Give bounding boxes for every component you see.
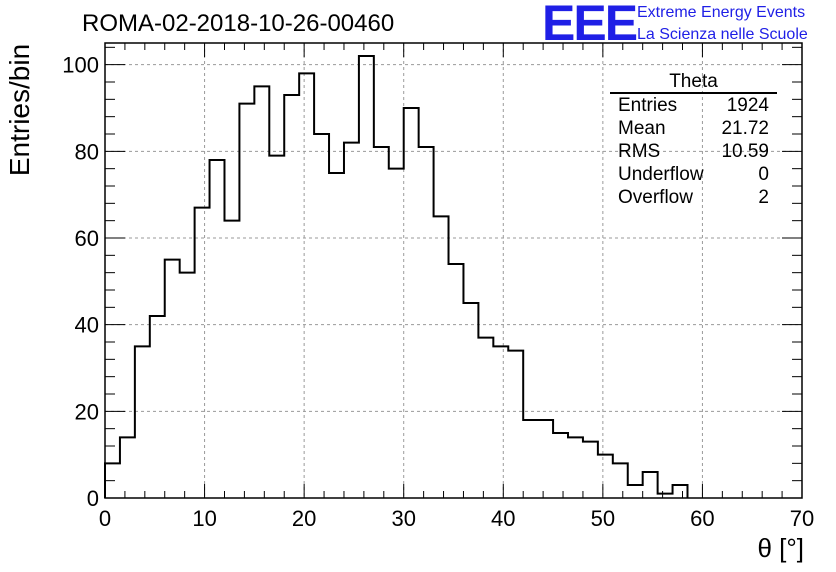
histogram-bin [553,433,568,498]
stats-label: Underflow [618,164,704,185]
histogram-bin [643,472,658,498]
stats-row-underflow: Underflow 0 [610,163,777,186]
stats-row-rms: RMS 10.59 [610,140,777,163]
x-tick-label: 0 [99,506,111,531]
eee-logo: EEE [542,0,638,51]
stats-label: Overflow [618,187,693,208]
histogram-bin [389,169,404,498]
histogram-bin [195,208,210,498]
stats-row-overflow: Overflow 2 [610,186,777,209]
stats-title: Theta [610,72,777,94]
histogram-bin [135,346,150,498]
histogram-bin [538,420,553,498]
histogram-bin [344,143,359,498]
histogram-bin [508,351,523,498]
histogram-bin [404,108,419,498]
histogram-bin [120,437,135,498]
logo-caption-line2: La Scienza nelle Scuole [637,26,808,43]
histogram-bin [449,264,464,498]
histogram-bin [478,338,493,498]
histogram-bin [463,303,478,498]
histogram-bin [180,273,195,498]
stats-row-entries: Entries 1924 [610,94,777,117]
histogram-bin [284,95,299,498]
histogram-bin [210,160,225,498]
y-tick-label: 80 [75,139,99,164]
y-tick-label: 0 [87,486,99,511]
logo-caption-line1: Extreme Energy Events [637,4,806,21]
stats-label: Mean [618,118,666,139]
stats-value: 2 [758,187,769,208]
chart-title: ROMA-02-2018-10-26-00460 [82,10,395,37]
x-tick-label: 30 [391,506,415,531]
stats-value: 10.59 [721,141,769,162]
x-axis-label: θ [°] [757,533,804,563]
histogram-bin [165,260,180,498]
histogram-bin [254,86,269,498]
y-tick-label: 20 [75,399,99,424]
x-tick-label: 40 [491,506,515,531]
histogram-bin [150,316,165,498]
y-tick-label: 40 [75,313,99,338]
plot-frame [104,42,803,499]
logo-caption: Extreme Energy Events La Scienza nelle S… [637,2,808,46]
histogram-bin [224,221,239,498]
histogram-bin [523,420,538,498]
histogram-bin [493,346,508,498]
histogram-bin [434,216,449,498]
histogram-bin [568,437,583,498]
histogram-bin [613,463,628,498]
histogram-bin [359,56,374,498]
stats-row-mean: Mean 21.72 [610,117,777,140]
histogram-bin [314,134,329,498]
histogram-bin [374,147,389,498]
x-tick-label: 20 [292,506,316,531]
stats-box: Theta Entries 1924 Mean 21.72 RMS 10.59 … [610,72,777,209]
histogram-bin [583,442,598,498]
x-tick-label: 10 [192,506,216,531]
histogram-bin [239,104,254,498]
x-tick-label: 70 [790,506,814,531]
histogram-bin [329,173,344,498]
histogram-outline [104,55,689,498]
stats-value: 21.72 [721,118,769,139]
stats-label: Entries [618,95,678,116]
y-tick-label: 60 [75,226,99,251]
histogram-bin [628,485,643,498]
histogram-bin [419,147,434,498]
stats-value: 1924 [726,95,769,116]
histogram-bin [598,455,613,498]
histogram-bin [673,485,688,498]
x-tick-label: 50 [591,506,615,531]
histogram-bin [299,73,314,498]
x-tick-label: 60 [690,506,714,531]
stats-value: 0 [758,164,769,185]
stats-label: RMS [618,141,661,162]
histogram-bin [269,156,284,498]
y-tick-label: 100 [62,53,99,78]
